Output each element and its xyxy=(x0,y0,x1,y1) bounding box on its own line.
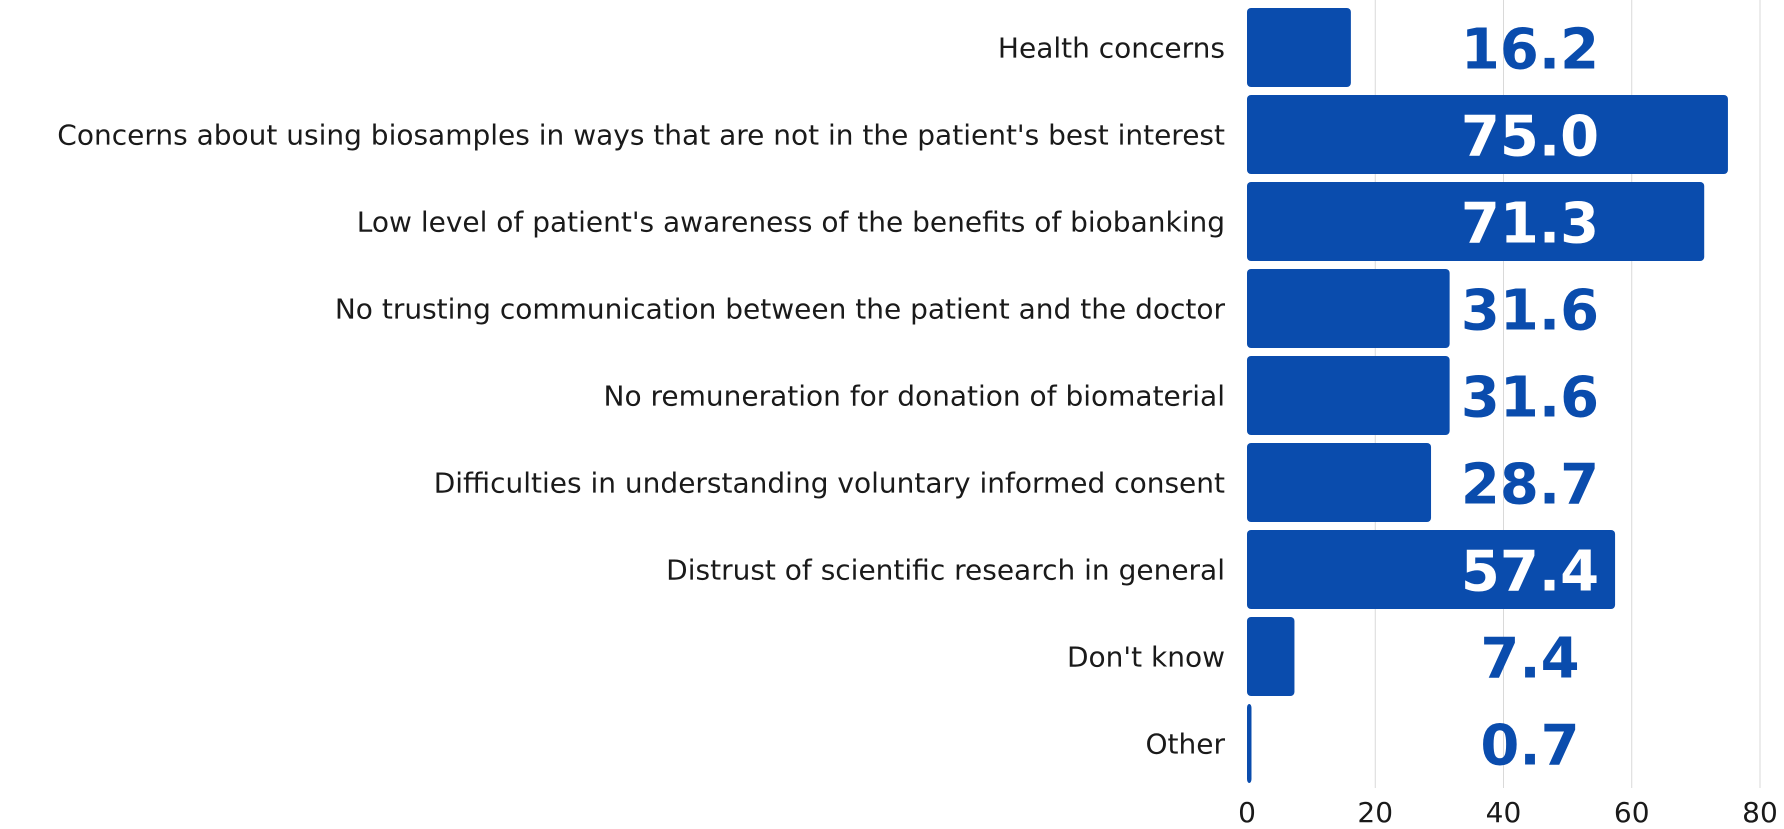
value-label-6: 57.4 xyxy=(1461,540,1599,605)
value-label-3: 31.6 xyxy=(1461,279,1599,344)
category-label-8: Other xyxy=(1145,728,1225,761)
value-label-1: 75.0 xyxy=(1461,105,1599,170)
category-label-7: Don't know xyxy=(1067,641,1225,674)
category-label-2: Low level of patient's awareness of the … xyxy=(357,206,1225,239)
bars-group xyxy=(1247,8,1728,783)
bar-0 xyxy=(1247,8,1351,87)
value-label-8: 0.7 xyxy=(1480,714,1579,779)
bar-3 xyxy=(1247,269,1450,348)
bar-1 xyxy=(1247,95,1728,174)
bar-2 xyxy=(1247,182,1705,261)
value-label-2: 71.3 xyxy=(1461,192,1599,257)
bar-4 xyxy=(1247,356,1450,435)
x-tick-label-20: 20 xyxy=(1357,796,1393,829)
category-labels: Health concerns Concerns about using bios… xyxy=(57,32,1225,761)
value-label-7: 7.4 xyxy=(1480,627,1579,692)
bar-8 xyxy=(1247,704,1252,783)
x-tick-label-60: 60 xyxy=(1614,796,1650,829)
category-label-3: No trusting communication between the pa… xyxy=(335,293,1226,326)
x-axis-tick-labels: 0 20 40 60 80 xyxy=(1238,796,1778,829)
x-tick-label-80: 80 xyxy=(1742,796,1778,829)
value-label-5: 28.7 xyxy=(1461,453,1599,518)
bar-7 xyxy=(1247,617,1295,696)
value-label-4: 31.6 xyxy=(1461,366,1599,431)
bar-6 xyxy=(1247,530,1616,609)
category-label-6: Distrust of scientific research in gener… xyxy=(666,554,1225,587)
x-tick-label-40: 40 xyxy=(1486,796,1522,829)
category-label-5: Difficulties in understanding voluntary … xyxy=(434,467,1225,500)
value-label-0: 16.2 xyxy=(1461,18,1599,83)
value-labels: 16.2 75.0 71.3 31.6 31.6 28.7 57.4 7.4 0.7 xyxy=(1461,18,1599,779)
category-label-4: No remuneration for donation of biomater… xyxy=(604,380,1225,413)
category-label-0: Health concerns xyxy=(998,32,1225,65)
x-tick-label-0: 0 xyxy=(1238,796,1256,829)
bar-5 xyxy=(1247,443,1432,522)
category-label-1: Concerns about using biosamples in ways … xyxy=(57,119,1225,152)
